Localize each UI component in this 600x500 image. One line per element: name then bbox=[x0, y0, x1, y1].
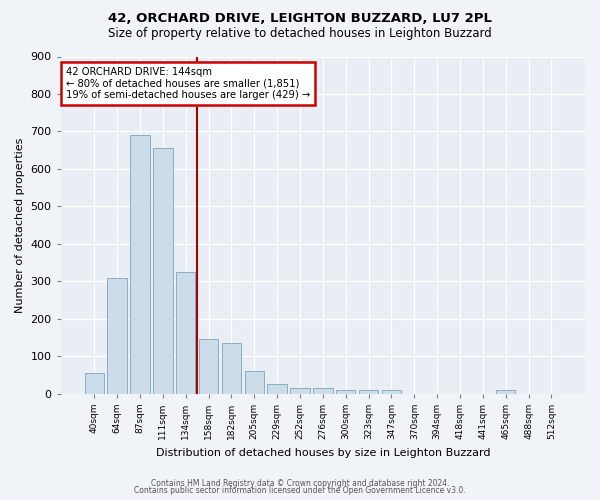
Text: Contains public sector information licensed under the Open Government Licence v3: Contains public sector information licen… bbox=[134, 486, 466, 495]
Bar bbox=[245, 372, 264, 394]
Bar bbox=[153, 148, 173, 394]
Bar bbox=[176, 272, 196, 394]
Bar bbox=[290, 388, 310, 394]
Bar bbox=[199, 340, 218, 394]
Bar bbox=[313, 388, 332, 394]
Bar bbox=[496, 390, 515, 394]
Bar bbox=[336, 390, 355, 394]
Bar bbox=[107, 278, 127, 394]
Bar bbox=[85, 373, 104, 394]
Bar bbox=[359, 390, 378, 394]
Bar bbox=[130, 135, 149, 394]
Text: 42 ORCHARD DRIVE: 144sqm
← 80% of detached houses are smaller (1,851)
19% of sem: 42 ORCHARD DRIVE: 144sqm ← 80% of detach… bbox=[66, 66, 310, 100]
Text: Size of property relative to detached houses in Leighton Buzzard: Size of property relative to detached ho… bbox=[108, 28, 492, 40]
Text: Contains HM Land Registry data © Crown copyright and database right 2024.: Contains HM Land Registry data © Crown c… bbox=[151, 478, 449, 488]
Bar bbox=[382, 390, 401, 394]
X-axis label: Distribution of detached houses by size in Leighton Buzzard: Distribution of detached houses by size … bbox=[155, 448, 490, 458]
Bar bbox=[221, 343, 241, 394]
Y-axis label: Number of detached properties: Number of detached properties bbox=[15, 138, 25, 313]
Bar bbox=[268, 384, 287, 394]
Text: 42, ORCHARD DRIVE, LEIGHTON BUZZARD, LU7 2PL: 42, ORCHARD DRIVE, LEIGHTON BUZZARD, LU7… bbox=[108, 12, 492, 26]
